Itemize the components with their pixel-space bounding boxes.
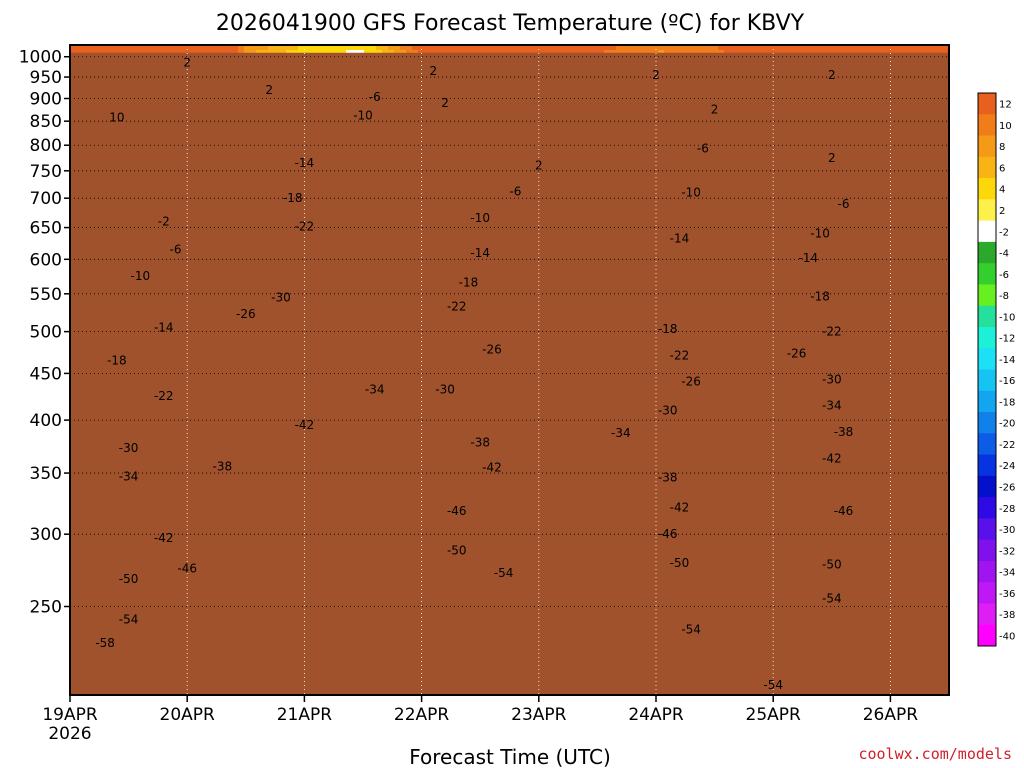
temperature-cell xyxy=(82,45,89,51)
temperature-cell xyxy=(166,45,173,51)
temperature-cell xyxy=(256,45,263,51)
temperature-cell xyxy=(154,45,161,51)
temperature-cell xyxy=(130,45,137,51)
temperature-cell xyxy=(298,45,305,51)
temperature-cell xyxy=(136,45,143,51)
temperature-cell xyxy=(160,45,167,51)
temperature-cell xyxy=(172,45,179,51)
temperature-cell xyxy=(142,45,149,51)
temperature-cell xyxy=(148,45,155,51)
chart-title: 2026041900 GFS Forecast Temperature (ºC)… xyxy=(216,11,805,36)
temperature-cell xyxy=(100,45,107,51)
temperature-cell xyxy=(238,45,245,51)
temperature-cell xyxy=(280,45,287,51)
temperature-cell xyxy=(286,45,293,51)
temperature-cell xyxy=(196,45,203,51)
temperature-cell xyxy=(190,45,197,51)
temperature-cell xyxy=(274,45,281,51)
temperature-cell xyxy=(262,45,269,51)
temperature-cell xyxy=(178,45,185,51)
temperature-cell xyxy=(244,45,251,51)
temperature-cell xyxy=(70,45,77,51)
temperature-cell xyxy=(292,45,299,51)
temperature-cell xyxy=(208,45,215,51)
temperature-cell xyxy=(94,45,101,51)
temperature-cell xyxy=(184,45,191,51)
temperature-cell xyxy=(250,45,257,51)
temperature-cell xyxy=(118,45,125,51)
temperature-cell xyxy=(232,45,239,51)
temperature-cell xyxy=(76,45,83,51)
temperature-cell xyxy=(112,45,119,51)
temperature-cell xyxy=(106,45,113,51)
plot-area xyxy=(70,45,949,695)
temperature-cell xyxy=(214,45,221,51)
temperature-cell xyxy=(268,45,275,51)
temperature-cell xyxy=(220,45,227,51)
temperature-cell xyxy=(88,45,95,51)
temperature-cell xyxy=(124,45,131,51)
temperature-cell xyxy=(202,45,209,51)
temperature-cell xyxy=(226,45,233,51)
